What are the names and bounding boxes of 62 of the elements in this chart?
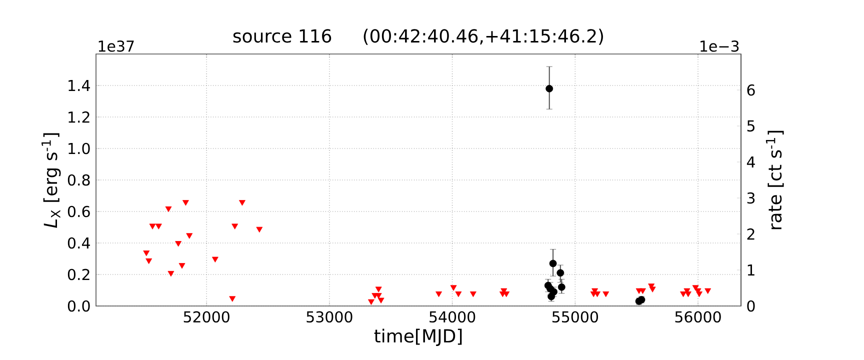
y-axis-title: L$_{X}$ [erg s$^{-1}$]: [42, 133, 61, 228]
y2-axis-title: rate [ct s$^{-1}$]: [766, 130, 784, 230]
point: [649, 286, 656, 292]
chart-subtitle: (00:42:40.46,+41:15:46.2): [364, 28, 603, 45]
point: [155, 224, 162, 230]
y-tick-label: 1.2: [68, 111, 90, 123]
x-axis-title: time[MJD]: [374, 328, 462, 346]
chart-title: source 116: [233, 29, 332, 43]
y-tick-label: 0.6: [68, 206, 90, 218]
y2-tick-label: 0: [747, 300, 755, 312]
y-tick-label: 1.0: [68, 142, 90, 154]
point: [212, 256, 218, 262]
point: [436, 291, 442, 298]
point: [146, 258, 152, 264]
point: [165, 206, 172, 212]
point: [455, 291, 462, 298]
point: [256, 226, 263, 233]
point: [680, 291, 686, 298]
point: [182, 200, 189, 206]
y2-tick-label: 5: [747, 120, 754, 132]
point: [378, 298, 384, 304]
x-tick-label: 54000: [430, 311, 476, 323]
point: [556, 269, 564, 277]
point: [368, 299, 374, 305]
point: [168, 270, 174, 277]
point: [229, 296, 236, 302]
point: [684, 291, 692, 298]
point: [143, 250, 150, 256]
x-tick-label: 52000: [184, 311, 230, 323]
text: 1e−3: [700, 40, 739, 52]
y-tick-label: 0.2: [68, 268, 90, 280]
y-tick-label: 0.8: [68, 174, 90, 186]
point: [175, 241, 182, 247]
point: [375, 293, 382, 299]
point: [238, 200, 246, 206]
point: [178, 263, 186, 269]
point: [549, 260, 557, 268]
y-tick-label: 1.4: [68, 80, 90, 91]
point: [149, 224, 156, 230]
y2-tick-label: 2: [747, 228, 754, 240]
y2-tick-label: 6: [747, 84, 755, 96]
point: [696, 291, 702, 298]
y-tick-label: 0.0: [68, 300, 90, 312]
point: [503, 291, 510, 298]
point: [558, 283, 566, 291]
y-tick-label: 0.4: [68, 237, 90, 249]
point: [232, 224, 238, 230]
x-tick-label: 53000: [306, 311, 352, 323]
y2-tick-label: 1: [748, 264, 754, 276]
point: [450, 285, 457, 291]
x-tick-label: 56000: [675, 311, 721, 323]
x-tick-label: 55000: [552, 311, 598, 323]
point: [186, 233, 193, 239]
point: [546, 84, 554, 92]
text: 1e37: [98, 40, 134, 52]
point: [639, 288, 646, 294]
point: [375, 286, 382, 292]
point: [602, 291, 610, 298]
point: [704, 288, 712, 294]
y2-tick-label: 3: [747, 192, 755, 204]
point: [470, 291, 476, 298]
y2-tick-label: 4: [746, 156, 755, 168]
